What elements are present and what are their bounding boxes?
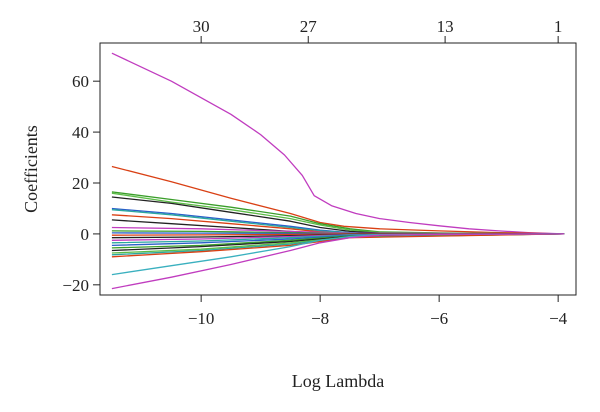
axes: −10 −8 −6 −4 −20 0 20 40 60 30 27 13 1	[62, 17, 567, 328]
y-tick-label: 60	[72, 72, 89, 91]
series-lines	[111, 52, 565, 290]
y-tick-label: 20	[72, 174, 89, 193]
top-tick-label: 13	[437, 17, 454, 36]
series-line	[111, 165, 565, 235]
y-tick-label: 40	[72, 123, 89, 142]
series-line	[111, 233, 565, 290]
series-line	[111, 192, 565, 235]
x-axis-label: Log Lambda	[292, 371, 384, 391]
x-tick-label: −8	[311, 309, 329, 328]
top-tick-label: 30	[193, 17, 210, 36]
series-line	[111, 233, 565, 258]
y-tick-label: −20	[62, 276, 89, 295]
top-tick-label: 1	[554, 17, 563, 36]
series-line	[111, 52, 565, 235]
top-tick-label: 27	[300, 17, 318, 36]
x-tick-label: −6	[430, 309, 448, 328]
plot-frame	[99, 42, 577, 296]
x-tick-label: −10	[188, 309, 215, 328]
y-axis-label: Coefficients	[21, 125, 41, 213]
y-tick-label: 0	[81, 225, 90, 244]
x-tick-label: −4	[549, 309, 568, 328]
